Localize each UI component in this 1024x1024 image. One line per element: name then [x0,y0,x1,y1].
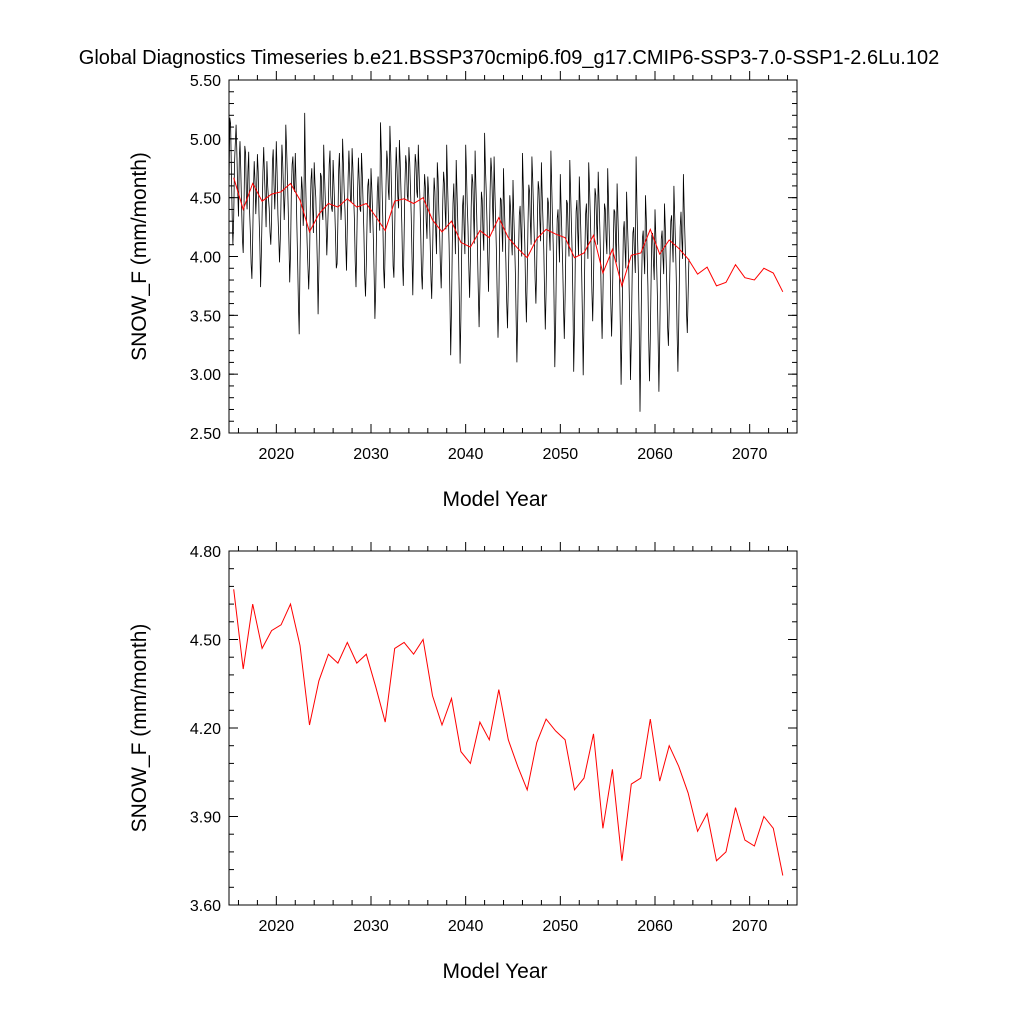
bottom-y-tick-label: 4.80 [190,544,221,561]
top-plot-frame [228,79,798,434]
top-x-tick-label: 2060 [637,446,673,463]
top-y-tick-label: 4.00 [190,250,221,267]
bottom-plot-frame [228,550,798,906]
top-x-tick-label: 2070 [732,446,768,463]
bottom-x-tick-label: 2070 [732,918,768,935]
top-x-tick-label: 2040 [448,446,484,463]
top-y-tick-label: 3.00 [190,367,221,384]
top-y-tick-label: 5.00 [190,132,221,149]
top-monthly-series-line [229,112,690,412]
bottom-y-tick-label: 3.60 [190,898,221,915]
bottom-panel: 2020 2030 2040 2050 2060 2070 3.60 3.90 4.20 4.50… [128,542,798,983]
bottom-y-axis-label: SNOW_F (mm/month) [128,624,151,833]
bottom-annual-series-line [233,589,784,876]
bottom-y-tick-label: 4.20 [190,721,221,738]
bottom-x-tick-label: 2040 [448,918,484,935]
top-annual-series-line [233,177,784,293]
top-y-tick-label: 4.50 [190,191,221,208]
top-x-axis-label: Model Year [442,488,547,511]
figure-title: Global Diagnostics Timeseries b.e21.BSSP… [79,47,939,69]
bottom-x-tick-label: 2030 [353,918,389,935]
bottom-y-tick-label: 3.90 [190,810,221,827]
bottom-x-axis-label: Model Year [442,960,547,983]
bottom-x-tick-label: 2020 [259,918,295,935]
top-y-tick-label: 5.50 [190,73,221,90]
top-y-tick-label: 2.50 [190,426,221,443]
top-y-axis-label: SNOW_F (mm/month) [128,152,151,361]
top-x-tick-label: 2050 [543,446,579,463]
top-y-tick-label: 3.50 [190,308,221,325]
bottom-y-tick-label: 4.50 [190,633,221,650]
top-x-tick-label: 2030 [353,446,389,463]
top-panel: 2020 2030 2040 2050 2060 2070 2.50 3.00 3.50 4.00… [128,71,798,511]
top-x-tick-label: 2020 [259,446,295,463]
bottom-x-tick-label: 2060 [637,918,673,935]
bottom-x-tick-label: 2050 [543,918,579,935]
